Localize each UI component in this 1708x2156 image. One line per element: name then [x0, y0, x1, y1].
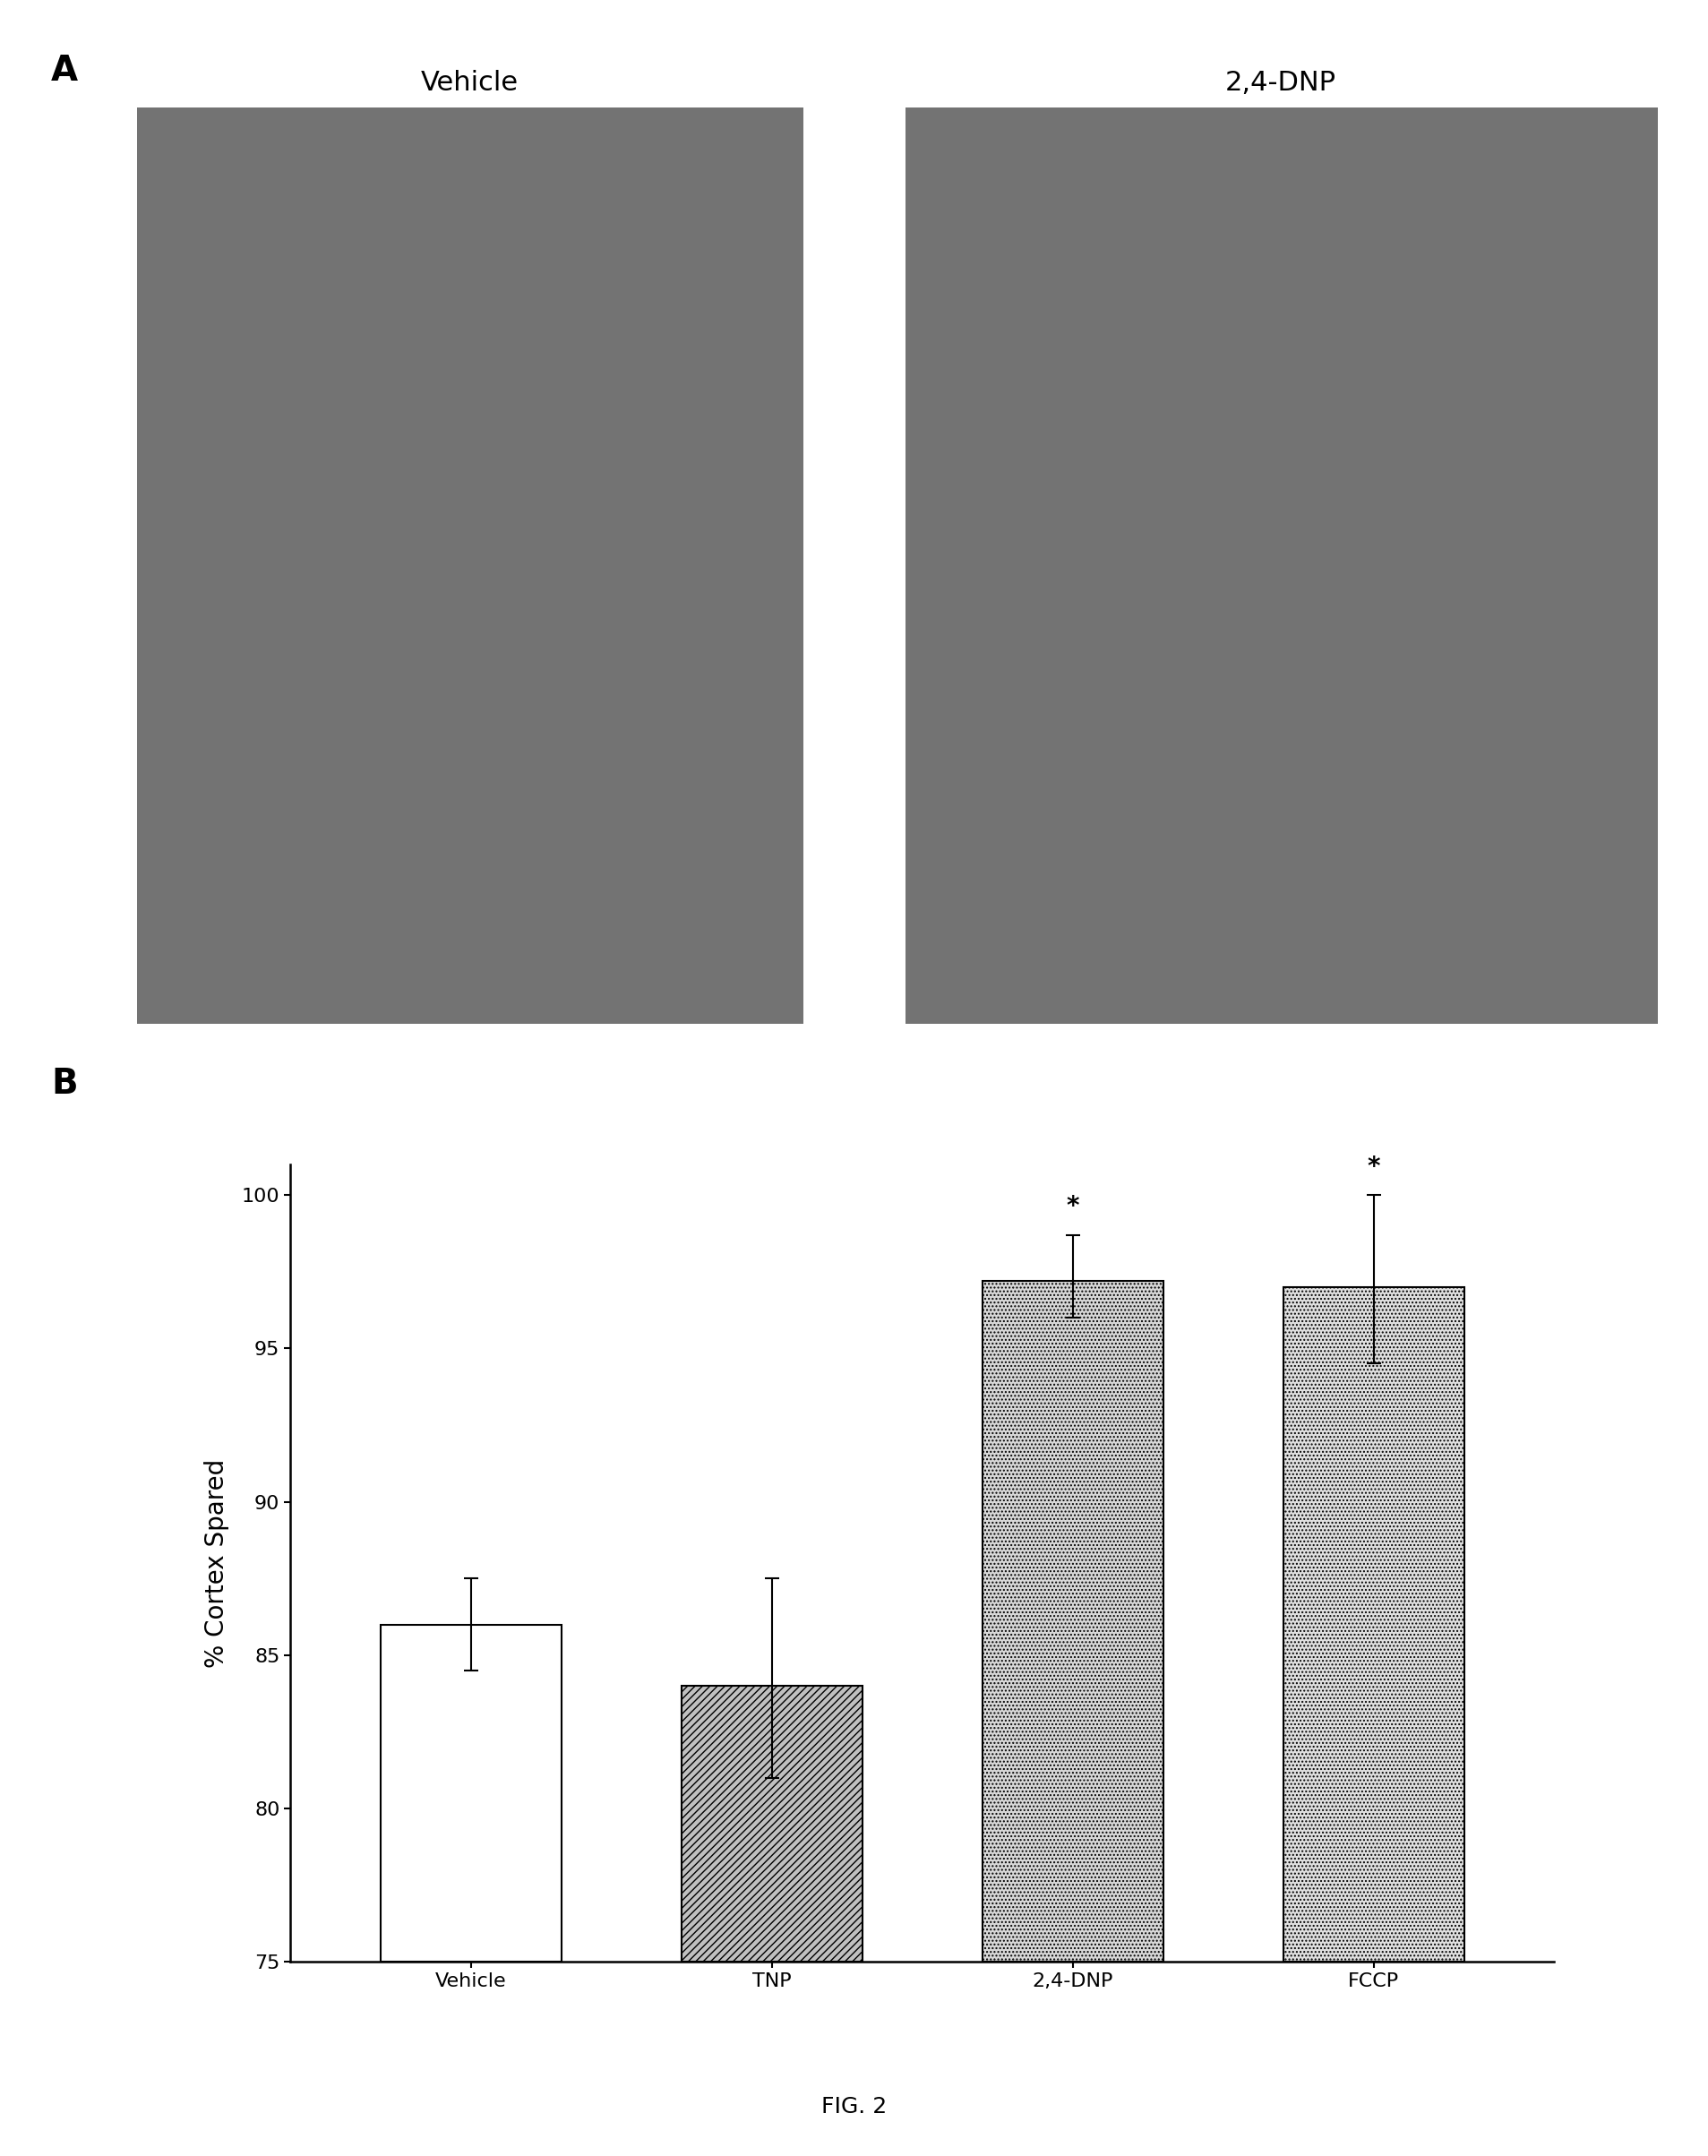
- Y-axis label: % Cortex Spared: % Cortex Spared: [203, 1460, 229, 1667]
- Text: B: B: [51, 1067, 79, 1102]
- Text: *: *: [1066, 1194, 1079, 1220]
- Title: 2,4-DNP: 2,4-DNP: [1225, 69, 1337, 95]
- Text: FIG. 2: FIG. 2: [822, 2096, 886, 2117]
- Bar: [381, 1623, 562, 1962]
- Bar: [681, 1686, 863, 1962]
- Bar: [1283, 1287, 1464, 1962]
- Bar: [982, 1281, 1163, 1962]
- Title: Vehicle: Vehicle: [420, 69, 519, 95]
- Text: *: *: [1366, 1153, 1380, 1179]
- Text: A: A: [51, 54, 79, 88]
